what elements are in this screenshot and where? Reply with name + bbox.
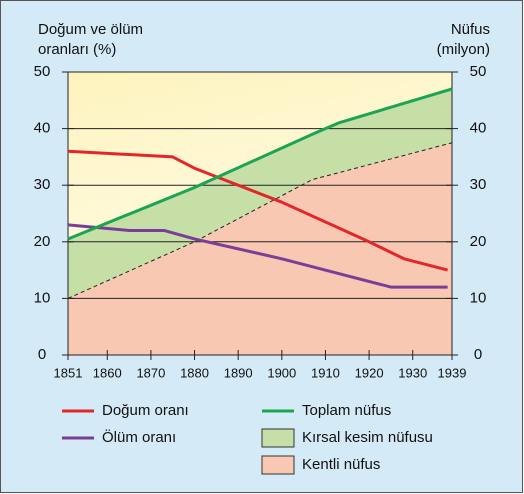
y2-tick-label: 50 [470,63,487,80]
y-axis-title: oranları (%) [38,41,116,58]
x-tick-label: 1900 [267,365,296,380]
y-tick-label: 50 [34,63,51,80]
x-tick-label: 1930 [398,365,427,380]
legend-label: Doğum oranı [102,402,189,419]
legend-label: Ölüm oranı [102,428,176,446]
line-series [67,223,448,289]
x-tick-label: 1910 [311,365,340,380]
y2-axis-title: Nüfus [451,21,490,38]
x-tick-label: 1920 [355,365,384,380]
y2-tick-label: 20 [470,233,487,250]
x-tick-label: 1890 [224,365,253,380]
y-axis-title: Doğum ve ölüm [38,21,143,38]
area-series [68,142,452,355]
line-series [67,87,453,241]
x-tick-label: 1880 [180,365,209,380]
y-tick-label: 20 [34,233,51,250]
legend-label: Toplam nüfus [302,402,391,419]
legend-swatch [261,428,295,448]
y-tick-label: 10 [34,289,51,306]
y-tick-label: 30 [34,176,51,193]
y2-tick-label: 30 [470,176,487,193]
y-tick-label: 0 [38,346,46,363]
y-tick-label: 40 [34,120,51,137]
legend-swatch [261,455,295,475]
y2-axis-title: (milyon) [437,41,490,58]
y2-tick-label: 0 [474,346,482,363]
x-tick-label: 1851 [54,365,83,380]
y2-tick-label: 40 [470,120,487,137]
line-series [67,149,449,272]
y2-tick-label: 10 [470,289,487,306]
legend-label: Kentli nüfus [302,456,380,473]
area-edge [67,142,453,299]
legend-label: Kırsal kesim nüfusu [302,429,433,446]
x-tick-label: 1939 [438,365,467,380]
x-tick-label: 1860 [93,365,122,380]
x-tick-label: 1870 [136,365,165,380]
